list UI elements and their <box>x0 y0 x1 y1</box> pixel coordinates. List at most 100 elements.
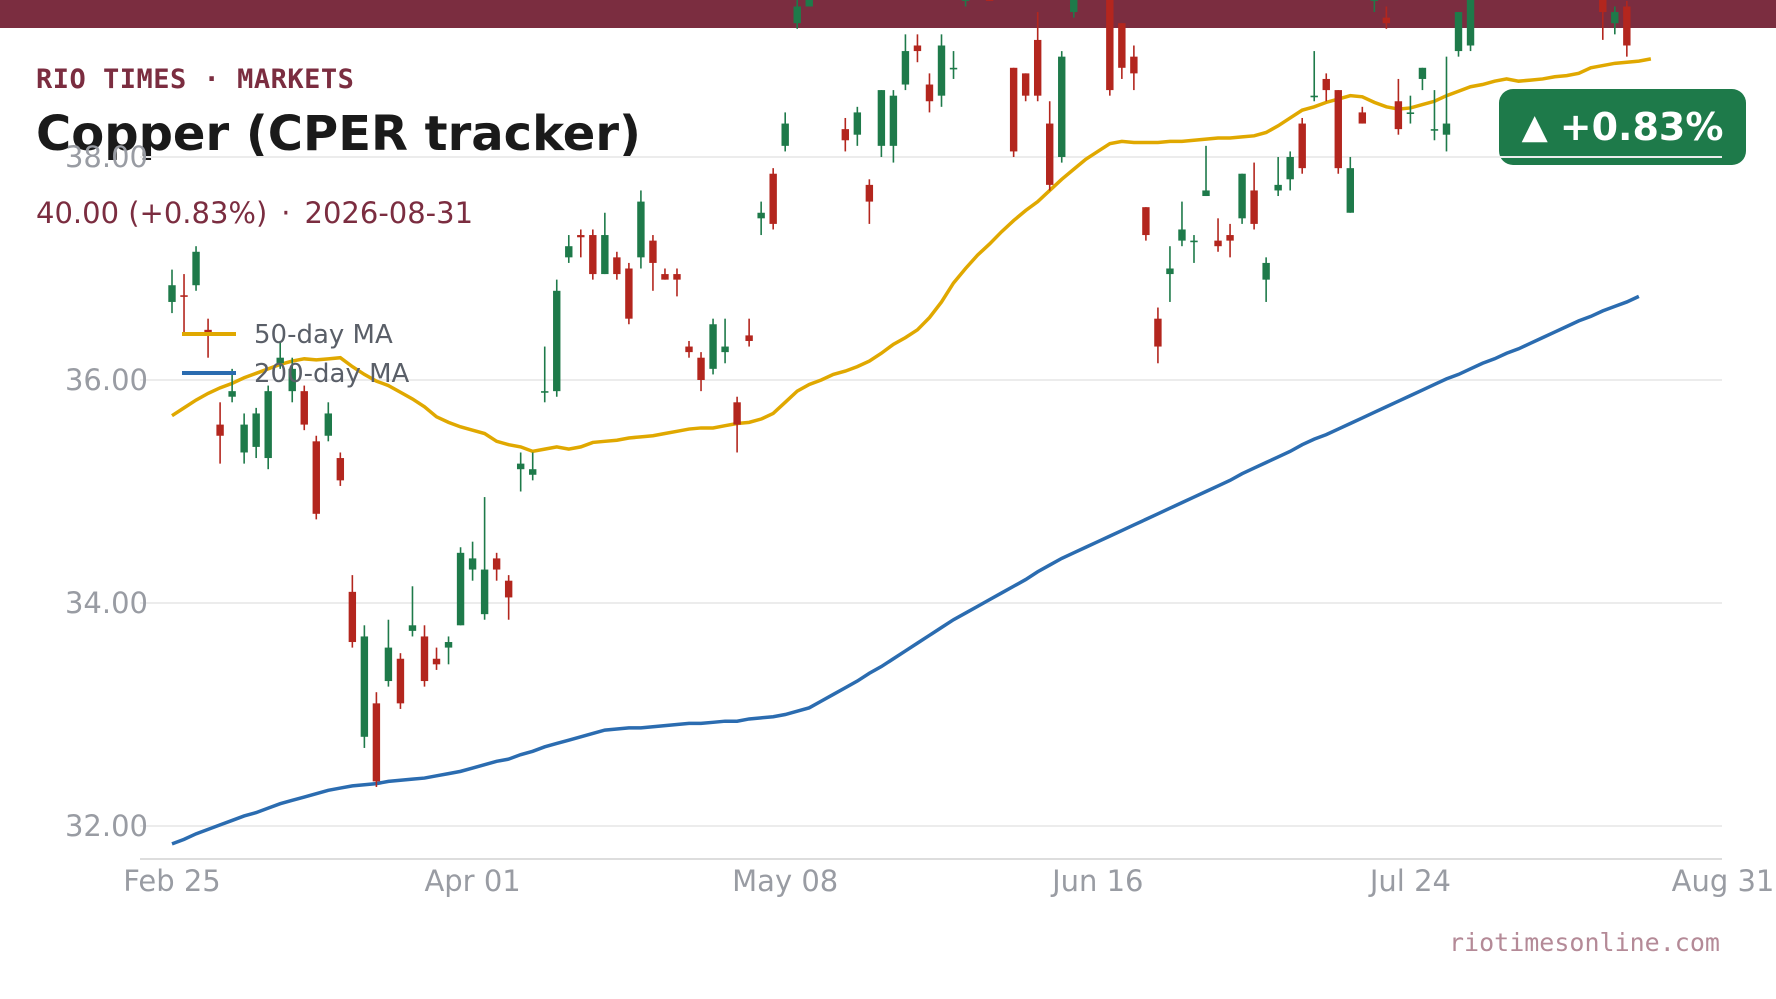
candle-up <box>1190 235 1198 263</box>
candle-down <box>913 34 922 63</box>
candle-body <box>1418 67 1427 79</box>
candle-down <box>1226 223 1234 258</box>
candle-up <box>757 201 765 236</box>
candle-body <box>324 413 333 436</box>
candle-up <box>252 407 260 459</box>
candle-body <box>408 625 417 631</box>
candle-up <box>937 34 946 107</box>
candle-up <box>1310 51 1318 102</box>
candle-body <box>1623 6 1631 46</box>
candle-body <box>721 346 729 353</box>
candle-up <box>565 235 573 263</box>
candle-body <box>565 246 573 258</box>
candle-up <box>1442 56 1451 152</box>
candle-up <box>1058 51 1066 163</box>
candle-body <box>913 45 922 52</box>
candle-up <box>192 246 200 291</box>
candle-up <box>709 318 717 375</box>
candle-body <box>877 90 886 146</box>
candle-body <box>577 235 585 238</box>
price-subtitle: 40.00 (+0.83%) · 2026-08-31 <box>36 196 473 230</box>
candle-body <box>925 84 934 102</box>
candle-body <box>1274 184 1282 191</box>
candle-up <box>1262 257 1270 302</box>
price-change: 40.00 (+0.83%) <box>36 196 268 230</box>
candle-up <box>264 385 272 470</box>
candle-body <box>1442 123 1451 135</box>
candle-body <box>985 0 994 1</box>
candle-up <box>1238 173 1246 224</box>
legend-label-ma50: 50-day MA <box>254 320 393 350</box>
candle-body <box>1611 12 1619 24</box>
candle-body <box>504 580 513 598</box>
candle-body <box>1046 123 1054 185</box>
candle-down <box>1623 0 1631 57</box>
candle-up <box>853 106 862 146</box>
candle-body <box>1382 17 1391 24</box>
candle-body <box>649 240 657 263</box>
candle-body <box>769 173 777 224</box>
candle-down <box>420 625 429 687</box>
candle-body <box>216 424 224 436</box>
candle-up <box>1202 145 1210 197</box>
candle-body <box>252 413 260 447</box>
candle-body <box>1226 235 1234 241</box>
candle-down <box>1009 67 1018 157</box>
candle-up <box>1274 157 1282 197</box>
price-date: 2026-08-31 <box>304 196 474 230</box>
candle-up <box>444 636 453 665</box>
subtitle-separator: · <box>281 196 291 230</box>
candle-body <box>685 346 693 353</box>
legend-label-ma200: 200-day MA <box>254 359 410 389</box>
candle-body <box>1166 268 1174 275</box>
candle-body <box>396 658 405 704</box>
candle-down <box>1046 101 1054 191</box>
candle-body <box>1370 0 1379 1</box>
candle-body <box>553 290 561 392</box>
candle-down <box>1394 78 1403 135</box>
candle-body <box>733 402 741 425</box>
candle-body <box>1298 123 1306 169</box>
candle-up <box>877 90 886 157</box>
candle-down <box>372 692 381 787</box>
candle-down <box>492 552 501 581</box>
candle-down <box>1214 218 1222 252</box>
candle-up <box>168 269 176 314</box>
y-tick-label: 34.00 <box>65 586 148 620</box>
candle-body <box>192 251 200 286</box>
candle-body <box>1070 0 1078 13</box>
candle-down <box>348 575 357 648</box>
candle-body <box>1021 73 1030 96</box>
candle-body <box>1154 318 1162 347</box>
candle-body <box>625 268 633 319</box>
candle-body <box>168 285 176 302</box>
candle-body <box>1058 56 1066 157</box>
candles <box>168 0 1631 787</box>
candle-body <box>180 295 188 297</box>
candle-body <box>1130 56 1138 74</box>
brand-top-bar <box>0 0 1776 28</box>
candle-up <box>360 625 369 748</box>
candle-body <box>372 703 381 782</box>
candle-down <box>1033 12 1042 102</box>
candle-body <box>637 201 645 258</box>
candle-body <box>805 0 813 7</box>
candle-body <box>1430 129 1439 131</box>
candle-body <box>1310 95 1318 98</box>
candle-body <box>1599 0 1607 13</box>
candle-down <box>1118 23 1126 79</box>
candle-down <box>1599 0 1607 40</box>
candle-up <box>1454 12 1463 57</box>
candle-body <box>1009 67 1018 152</box>
candle-body <box>1106 0 1114 91</box>
ma200-line <box>171 294 1640 846</box>
candle-up <box>961 0 970 7</box>
candle-body <box>961 0 970 1</box>
y-tick-label: 32.00 <box>65 809 148 843</box>
candle-body <box>276 357 284 364</box>
candle-body <box>841 129 850 141</box>
candle-down <box>985 0 994 1</box>
candle-body <box>781 123 789 146</box>
candle-body <box>937 45 946 96</box>
candle-down <box>685 340 693 358</box>
